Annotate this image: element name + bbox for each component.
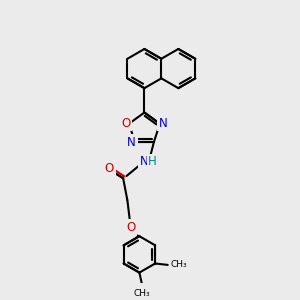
Text: N: N [127,136,136,149]
Text: CH₃: CH₃ [134,290,151,298]
Text: O: O [104,162,114,175]
Text: N: N [159,117,168,130]
Text: CH₃: CH₃ [170,260,187,269]
Text: N: N [140,155,148,168]
Text: H: H [148,155,157,168]
Text: O: O [121,117,130,130]
Text: O: O [126,221,135,234]
